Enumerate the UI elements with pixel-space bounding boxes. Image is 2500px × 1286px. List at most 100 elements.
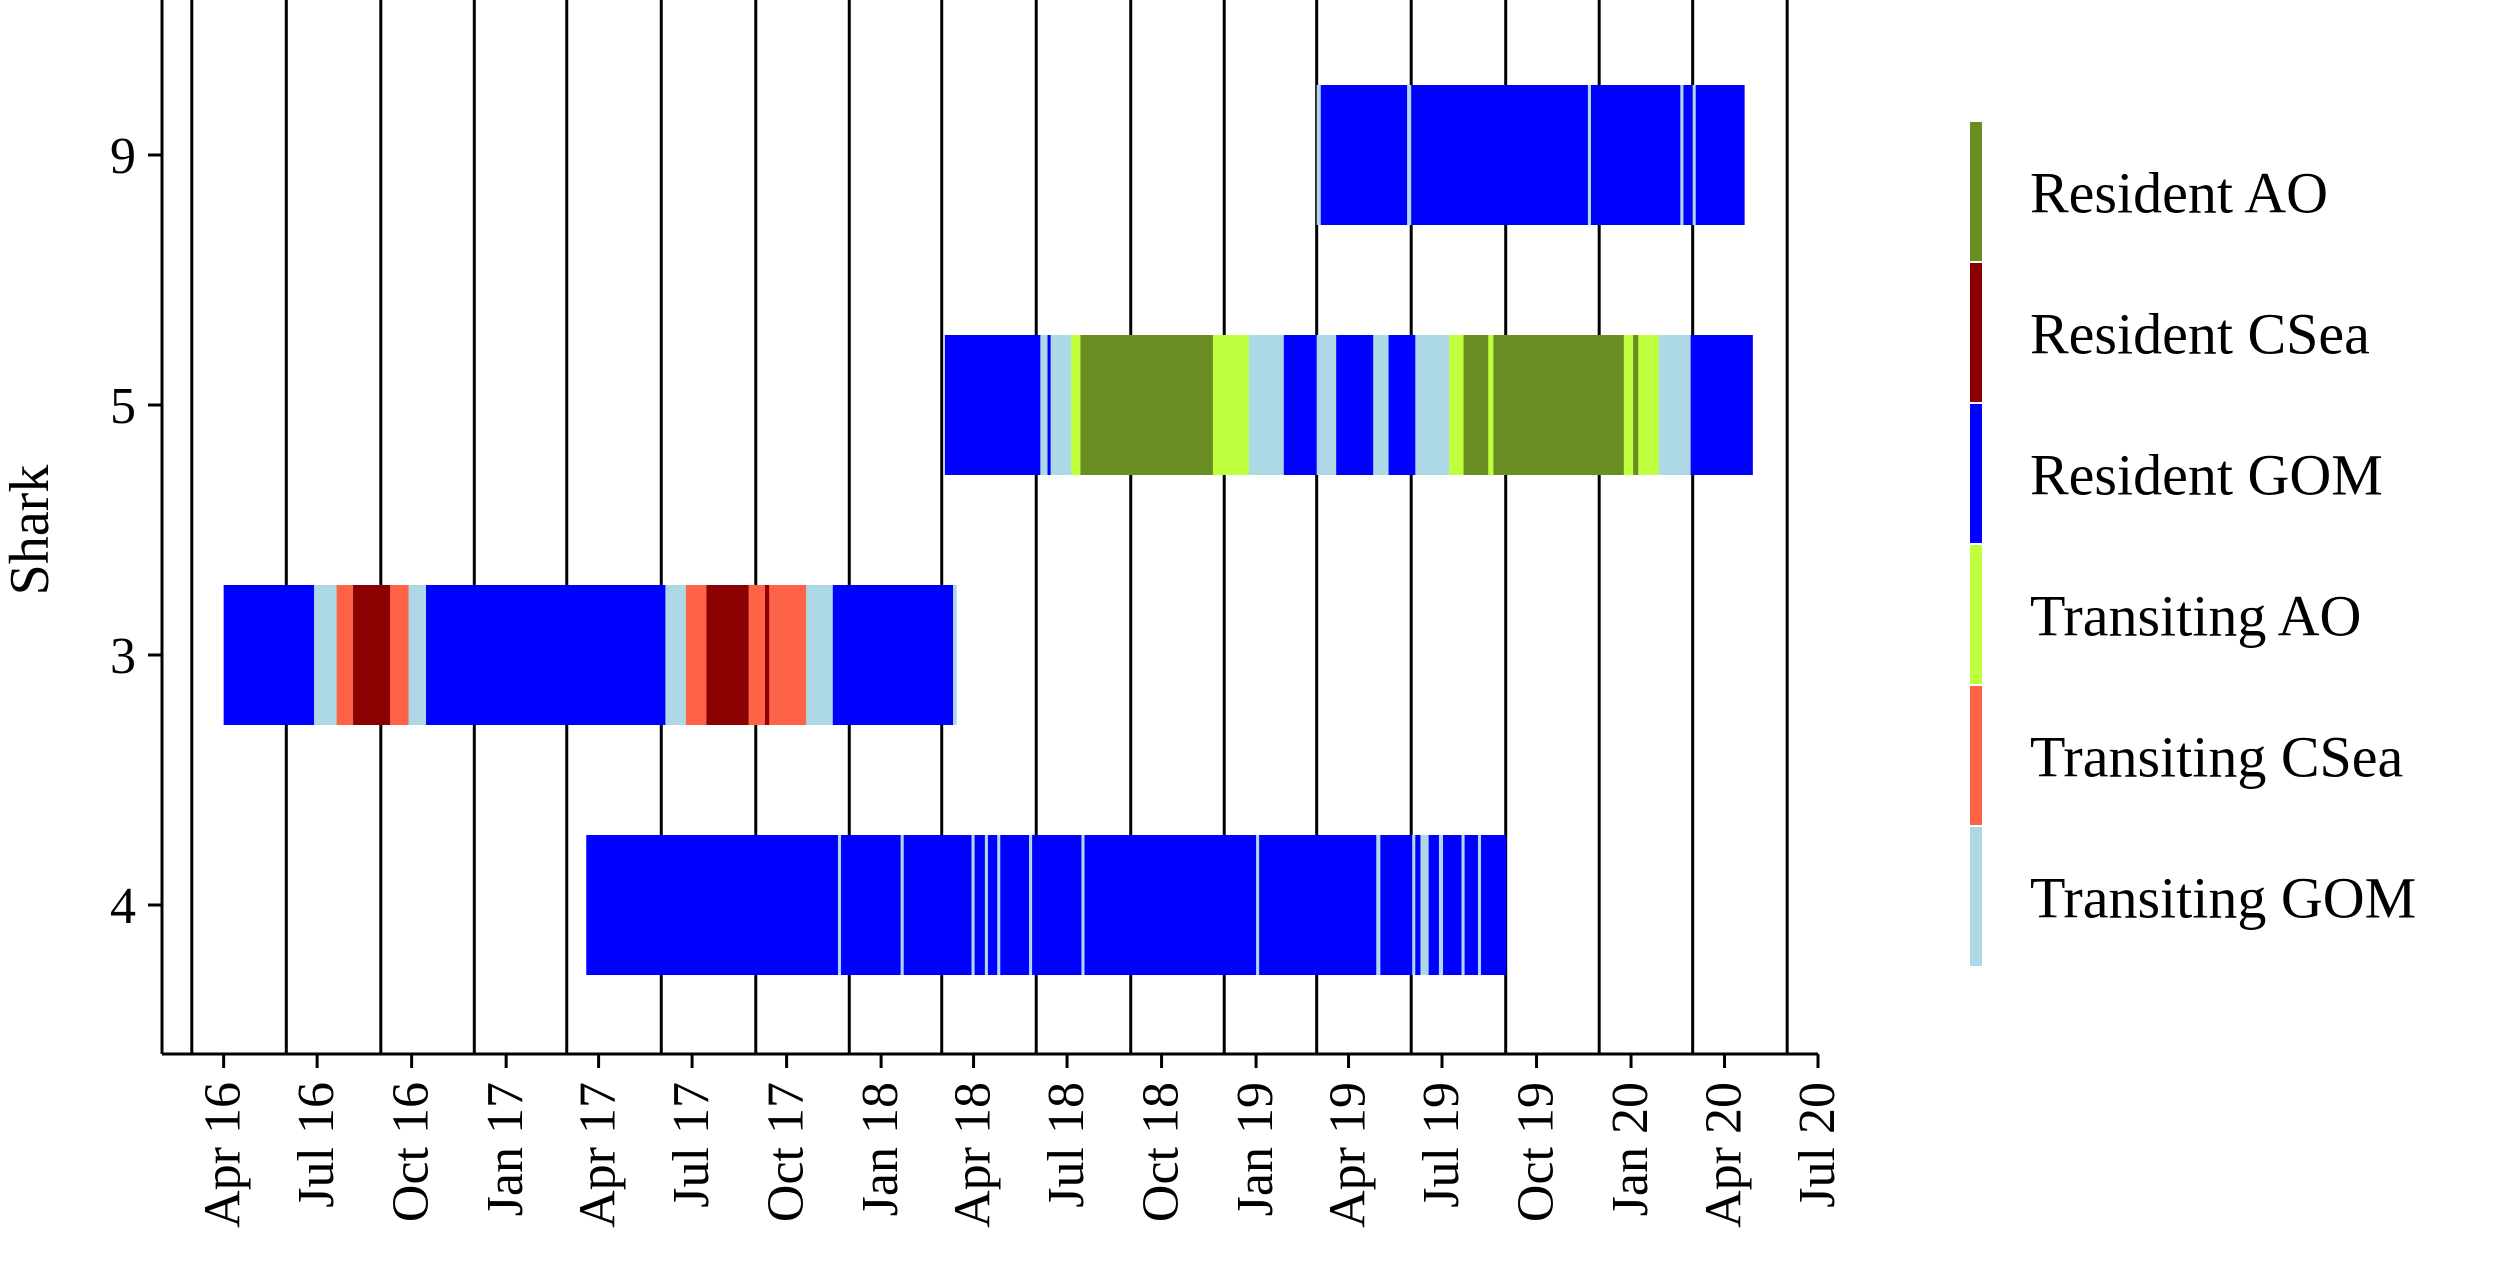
segment-transiting-gom [1050, 335, 1072, 475]
segment-resident-gom [1084, 835, 1257, 975]
x-tick-label: Jan 18 [852, 1082, 909, 1216]
segment-resident-gom [1259, 835, 1377, 975]
segment-resident-gom [1388, 335, 1416, 475]
y-tick-label: 9 [110, 128, 136, 185]
segment-transiting-gom [314, 585, 338, 725]
legend-label: Transiting GOM [2030, 866, 2416, 931]
x-tick-label: Oct 17 [758, 1082, 815, 1222]
segment-resident-gom [1283, 335, 1318, 475]
shark-bars [223, 85, 1753, 975]
legend-swatch [1970, 827, 1982, 966]
shark-row-3 [223, 585, 957, 725]
segment-transiting-ao [1071, 335, 1082, 475]
segment-resident-csea [353, 585, 391, 725]
x-tick-label: Apr 20 [1696, 1082, 1753, 1228]
segment-resident-gom [1032, 835, 1083, 975]
x-tick-label: Jul 19 [1413, 1082, 1470, 1208]
segment-transiting-gom [665, 585, 687, 725]
x-tick-label: Oct 19 [1508, 1082, 1565, 1222]
segment-transiting-gom [1316, 335, 1337, 475]
segment-transiting-csea [390, 585, 410, 725]
segment-transiting-gom [1081, 835, 1086, 975]
segment-resident-ao [1493, 335, 1625, 475]
segment-transiting-gom [1316, 85, 1322, 225]
segment-resident-gom [1481, 835, 1507, 975]
shark-row-5 [944, 335, 1753, 475]
segment-transiting-gom [1477, 835, 1482, 975]
segment-resident-gom [832, 585, 954, 725]
shark-row-9 [1316, 85, 1745, 225]
legend-swatch [1970, 263, 1982, 402]
segment-resident-gom [1336, 335, 1374, 475]
segment-resident-gom [1690, 335, 1753, 475]
segment-transiting-gom [997, 835, 1001, 975]
segment-transiting-gom [837, 835, 842, 975]
segment-resident-gom [1464, 835, 1479, 975]
segment-transiting-csea [685, 585, 708, 725]
y-tick-label: 4 [110, 878, 136, 935]
segment-transiting-gom [1692, 85, 1697, 225]
segment-resident-gom [1590, 85, 1681, 225]
segment-transiting-gom [806, 585, 834, 725]
segment-transiting-gom [984, 835, 989, 975]
segment-transiting-gom [1373, 335, 1390, 475]
legend-swatch [1970, 404, 1982, 543]
legend-label: Resident CSea [2030, 302, 2370, 367]
x-tick-label: Jan 17 [477, 1082, 534, 1216]
segment-resident-gom [903, 835, 973, 975]
segment-transiting-csea [769, 585, 807, 725]
segment-resident-gom [1428, 835, 1440, 975]
segment-transiting-gom [1040, 335, 1049, 475]
x-tick-label: Apr 19 [1320, 1082, 1377, 1228]
legend-label: Resident AO [2030, 161, 2328, 226]
x-tick-label: Jul 17 [663, 1082, 720, 1208]
y-tick-label: 5 [110, 378, 136, 435]
y-axis-ticks: 9 5 3 4 [110, 128, 162, 935]
segment-resident-gom [1683, 85, 1694, 225]
segment-resident-gom [1443, 835, 1463, 975]
segment-transiting-gom [1587, 85, 1592, 225]
segment-transiting-gom [900, 835, 905, 975]
segment-resident-csea [765, 585, 770, 725]
segment-transiting-ao [1449, 335, 1465, 475]
segment-transiting-gom [1407, 85, 1412, 225]
segment-transiting-gom [1680, 85, 1685, 225]
segment-transiting-ao [1212, 335, 1250, 475]
segment-resident-gom [987, 835, 998, 975]
segment-transiting-gom [408, 585, 427, 725]
x-tick-label: Apr 17 [570, 1082, 627, 1228]
y-axis-title: Shark [0, 465, 61, 596]
legend-swatch [1970, 545, 1982, 684]
segment-resident-gom [944, 335, 1041, 475]
segment-resident-ao [1080, 335, 1214, 475]
legend-swatch [1970, 686, 1982, 825]
segment-transiting-gom [1420, 835, 1430, 975]
segment-resident-ao [1463, 335, 1489, 475]
segment-resident-gom [1695, 85, 1745, 225]
segment-transiting-gom [1461, 835, 1466, 975]
segment-transiting-gom [1658, 335, 1692, 475]
segment-transiting-ao [1623, 335, 1634, 475]
segment-transiting-ao [1488, 335, 1494, 475]
segment-resident-gom [1047, 335, 1052, 475]
segment-resident-gom [1415, 835, 1422, 975]
x-tick-label: Jul 16 [288, 1082, 345, 1208]
y-tick-label: 3 [110, 628, 136, 685]
segment-transiting-gom [953, 585, 957, 725]
axes [160, 0, 1818, 1056]
segment-resident-gom [1380, 835, 1413, 975]
segment-resident-gom [841, 835, 902, 975]
segment-transiting-csea [336, 585, 354, 725]
x-tick-label: Jul 20 [1789, 1082, 1846, 1208]
segment-resident-csea [706, 585, 750, 725]
segment-transiting-gom [1415, 335, 1450, 475]
x-tick-label: Oct 18 [1133, 1082, 1190, 1222]
segment-transiting-gom [1438, 835, 1444, 975]
segment-resident-gom [1000, 835, 1030, 975]
legend-label: Transiting AO [2030, 584, 2361, 649]
segment-transiting-gom [1248, 335, 1285, 475]
shark-row-4 [586, 835, 1507, 975]
legend-label: Transiting CSea [2030, 725, 2403, 790]
segment-transiting-gom [1412, 835, 1416, 975]
x-axis-ticks: Apr 16 Jul 16 Oct 16 Jan 17 Apr 17 Jul 17 Oct … [195, 1054, 1846, 1228]
